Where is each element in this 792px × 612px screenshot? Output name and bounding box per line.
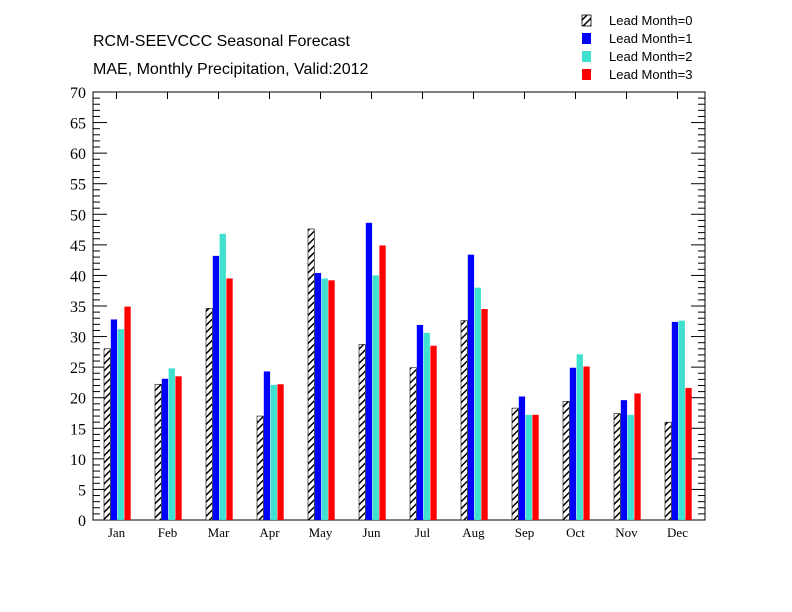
x-tick-label: Feb	[158, 525, 178, 540]
bar-jan-lead2	[117, 329, 124, 520]
bar-aug-lead3	[481, 309, 488, 520]
bar-jul-lead2	[423, 332, 430, 520]
x-tick-label: May	[309, 525, 333, 540]
bar-nov-lead0	[613, 413, 621, 521]
bar-apr-lead1	[263, 371, 271, 520]
bar-feb-lead0	[154, 383, 162, 521]
bar-jun-lead0	[358, 344, 366, 521]
y-tick-label: 30	[70, 330, 86, 347]
legend-label: Lead Month=3	[609, 67, 692, 82]
y-tick-label: 70	[70, 85, 86, 102]
bar-jul-lead0	[409, 367, 417, 521]
bar-sep-lead0	[511, 407, 519, 521]
x-tick-label: Aug	[462, 525, 485, 540]
x-tick-label: Jan	[108, 525, 126, 540]
bar-dec-lead1	[671, 321, 679, 520]
bar-feb-lead2	[168, 368, 175, 520]
bar-oct-lead2	[576, 354, 583, 520]
bar-apr-lead3	[277, 384, 284, 520]
legend: Lead Month=0 Lead Month=1 Lead Month=2 Lead…	[581, 13, 692, 82]
bar-mar-lead3	[226, 278, 233, 520]
y-tick-label: 45	[70, 238, 86, 255]
chart-subtitle: MAE, Monthly Precipitation, Valid:2012	[93, 61, 369, 78]
y-tick-label: 40	[70, 268, 86, 285]
bar-sep-lead2	[525, 414, 532, 520]
bar-nov-lead1	[620, 400, 628, 520]
bar-oct-lead3	[583, 366, 590, 520]
bar-oct-lead1	[569, 367, 577, 520]
y-tick-label: 60	[70, 146, 86, 163]
y-tick-label: 65	[70, 116, 86, 133]
bar-jan-lead0	[103, 348, 111, 521]
bar-jan-lead3	[124, 306, 131, 520]
bar-jun-lead2	[372, 275, 379, 520]
bars-layer	[103, 222, 692, 521]
y-tick-label: 50	[70, 207, 86, 224]
bar-dec-lead3	[685, 387, 692, 520]
x-tick-label: Oct	[566, 525, 585, 540]
y-tick-label: 25	[70, 360, 86, 377]
y-tick-labels: 0 5 10 15 20 25 30 35 40 45 50 55 60 65 70	[70, 85, 86, 530]
x-tick-label: Jun	[362, 525, 381, 540]
legend-label: Lead Month=2	[609, 49, 692, 64]
axis-ticks	[93, 91, 705, 521]
legend-label: Lead Month=1	[609, 31, 692, 46]
bar-aug-lead2	[474, 287, 481, 520]
bar-jan-lead1	[110, 319, 118, 520]
bar-nov-lead2	[627, 414, 634, 520]
y-tick-label: 0	[78, 513, 86, 530]
bar-feb-lead1	[161, 378, 169, 520]
y-tick-label: 35	[70, 299, 86, 316]
legend-label: Lead Month=0	[609, 13, 692, 28]
legend-swatch	[582, 69, 591, 80]
bar-may-lead1	[314, 272, 322, 520]
x-tick-label: Sep	[515, 525, 535, 540]
bar-jun-lead3	[379, 245, 386, 520]
bar-jul-lead3	[430, 345, 437, 520]
bar-may-lead2	[321, 278, 328, 520]
x-tick-label: Apr	[259, 525, 280, 540]
bar-oct-lead0	[562, 401, 570, 521]
bar-may-lead3	[328, 280, 335, 520]
bar-mar-lead0	[205, 308, 213, 521]
x-tick-label: Nov	[615, 525, 638, 540]
bar-aug-lead1	[467, 254, 475, 520]
x-tick-label: Jul	[415, 525, 431, 540]
bar-mar-lead1	[212, 255, 220, 520]
chart-title: RCM-SEEVCCC Seasonal Forecast	[93, 33, 351, 50]
bar-dec-lead0	[664, 421, 672, 521]
bar-sep-lead1	[518, 396, 526, 520]
bar-dec-lead2	[678, 320, 685, 520]
x-tick-label: Mar	[208, 525, 230, 540]
legend-swatch	[582, 33, 591, 44]
y-tick-label: 20	[70, 391, 86, 408]
bar-mar-lead2	[219, 233, 226, 520]
y-tick-label: 5	[78, 482, 86, 499]
bar-may-lead0	[307, 228, 315, 521]
bar-jul-lead1	[416, 324, 424, 520]
bar-nov-lead3	[634, 393, 641, 520]
y-tick-label: 15	[70, 421, 86, 438]
legend-swatch	[581, 14, 592, 27]
x-tick-label: Dec	[667, 525, 688, 540]
y-tick-label: 55	[70, 177, 86, 194]
bar-aug-lead0	[460, 320, 468, 521]
bar-apr-lead2	[270, 384, 277, 520]
x-tick-labels: Jan Feb Mar Apr May Jun Jul Aug Sep Oct Nov Dec	[108, 525, 688, 540]
bar-feb-lead3	[175, 376, 182, 520]
plot-frame	[92, 91, 706, 521]
y-tick-label: 10	[70, 452, 86, 469]
bar-sep-lead3	[532, 414, 539, 520]
bar-jun-lead1	[365, 222, 373, 521]
legend-swatch	[582, 51, 591, 62]
bar-apr-lead0	[256, 415, 264, 521]
